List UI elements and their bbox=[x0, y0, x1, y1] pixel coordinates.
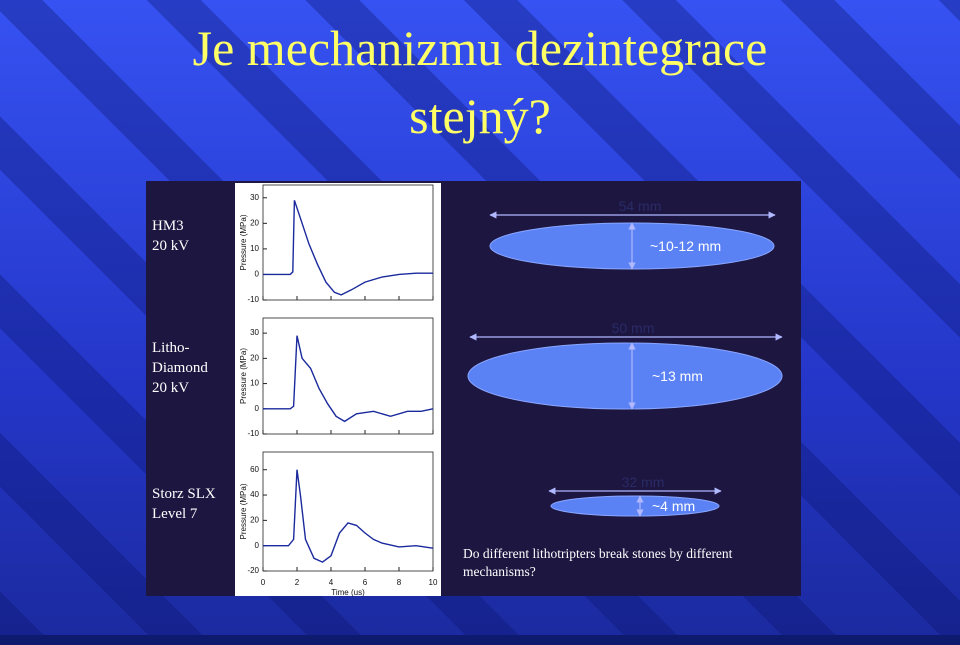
y-tick-label: 10 bbox=[250, 244, 259, 253]
y-tick-label: 30 bbox=[250, 328, 259, 337]
y-tick-label: 20 bbox=[250, 515, 259, 524]
x-tick-label: 8 bbox=[397, 578, 402, 587]
device-label: Diamond bbox=[152, 360, 208, 376]
device-label: Level 7 bbox=[152, 506, 198, 522]
question-line: mechanisms? bbox=[463, 564, 536, 579]
x-tick-label: 0 bbox=[261, 578, 266, 587]
x-axis-label: Time (us) bbox=[331, 588, 365, 597]
x-tick-label: 10 bbox=[429, 578, 438, 587]
device-label: HM3 bbox=[152, 218, 184, 234]
x-tick-label: 2 bbox=[295, 578, 300, 587]
focal-width-label: ~13 mm bbox=[652, 368, 703, 384]
y-tick-label: 60 bbox=[250, 465, 259, 474]
y-tick-label: 0 bbox=[255, 541, 260, 550]
y-tick-label: -20 bbox=[247, 566, 259, 575]
title-line: Je mechanizmu dezintegrace bbox=[193, 20, 768, 76]
axes-box bbox=[262, 451, 434, 572]
device-label: 20 kV bbox=[152, 238, 189, 254]
y-axis-label: Pressure (MPa) bbox=[239, 348, 248, 404]
pressure-waveform bbox=[263, 200, 433, 296]
x-tick-label: 6 bbox=[363, 578, 368, 587]
footer-band bbox=[0, 635, 960, 645]
pressure-waveform bbox=[263, 469, 434, 563]
focal-length-label: 54 mm bbox=[619, 198, 662, 214]
y-tick-label: -10 bbox=[247, 429, 259, 438]
focal-zone bbox=[550, 495, 720, 517]
device-label: Litho- bbox=[152, 340, 190, 356]
focal-length-label: 50 mm bbox=[612, 320, 655, 336]
y-axis-label: Pressure (MPa) bbox=[239, 214, 248, 270]
y-tick-label: 0 bbox=[255, 404, 260, 413]
y-tick-label: 0 bbox=[255, 270, 260, 279]
device-label: 20 kV bbox=[152, 380, 189, 396]
focal-width-label: ~4 mm bbox=[652, 498, 695, 514]
device-label: Storz SLX bbox=[152, 486, 216, 502]
question-line: Do different lithotripters break stones … bbox=[463, 546, 733, 561]
y-tick-label: -10 bbox=[247, 295, 259, 304]
y-tick-label: 20 bbox=[250, 353, 259, 362]
y-tick-label: 30 bbox=[250, 193, 259, 202]
y-tick-label: 40 bbox=[250, 490, 259, 499]
axes-box bbox=[262, 317, 434, 435]
plot-area bbox=[235, 183, 441, 596]
y-axis-label: Pressure (MPa) bbox=[239, 483, 248, 539]
focal-width-label: ~10-12 mm bbox=[650, 238, 721, 254]
pressure-waveform bbox=[263, 335, 434, 423]
focal-zone bbox=[467, 342, 783, 410]
y-tick-label: 20 bbox=[250, 218, 259, 227]
focal-length-label: 32 mm bbox=[622, 474, 665, 490]
title-line: stejný? bbox=[409, 88, 551, 144]
y-tick-label: 10 bbox=[250, 379, 259, 388]
axes-box bbox=[262, 184, 434, 301]
x-tick-label: 4 bbox=[329, 578, 334, 587]
